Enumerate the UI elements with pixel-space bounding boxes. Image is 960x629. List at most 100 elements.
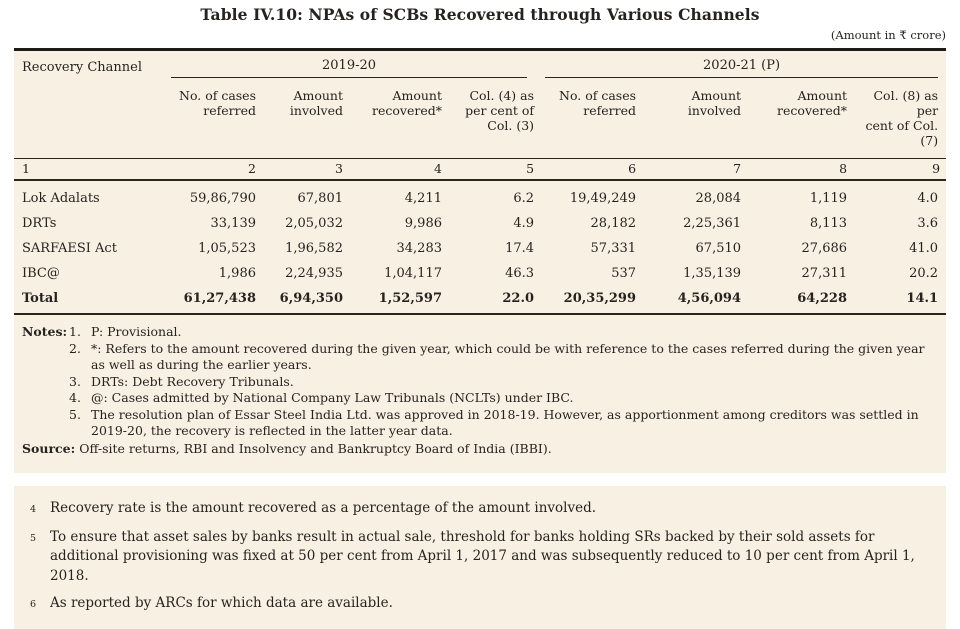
cell-value: 1,96,582 — [285, 241, 343, 256]
cell-value: 34,283 — [396, 241, 443, 256]
year-group-2019-20: 2019-20 — [167, 51, 540, 78]
column-header-cases-referred-1920: No. of cases referred — [179, 88, 256, 118]
note-text: *: Refers to the amount recovered during… — [91, 340, 925, 373]
column-header-recovery-percent-1920: Col. (4) as per cent of Col. (3) — [465, 88, 535, 133]
note-item: Notes: 1. P: Provisional. — [22, 324, 936, 341]
column-number: 8 — [747, 158, 854, 181]
cell-value: 27,686 — [801, 241, 848, 256]
cell-value: 22.0 — [448, 286, 541, 315]
year-label-2020-21: 2020-21 (P) — [545, 58, 939, 78]
column-header-recovery-percent-2021: Col. (8) as per cent of Col. (7) — [865, 88, 939, 148]
notes-section: Notes: 1. P: Provisional. 2. *: Refers t… — [14, 315, 946, 440]
footnote-item: 4 Recovery rate is the amount recovered … — [30, 499, 932, 520]
note-number: 4. — [69, 390, 81, 405]
column-number: 3 — [262, 158, 349, 181]
cell-value: 33,139 — [210, 216, 257, 231]
column-number: 7 — [642, 158, 748, 181]
channel-name: SARFAESI Act — [22, 241, 117, 256]
column-number: 5 — [448, 158, 541, 181]
year-group-2020-21: 2020-21 (P) — [540, 51, 946, 78]
cell-value: 8,113 — [809, 216, 848, 231]
cell-value: 1,119 — [809, 191, 848, 206]
cell-value: 6,94,350 — [262, 286, 349, 315]
cell-value: 67,801 — [297, 191, 344, 206]
note-item: 4. @: Cases admitted by National Company… — [22, 390, 936, 407]
column-header-amount-involved-2021: Amount involved — [687, 88, 742, 118]
footnote-item: 6 As reported by ARCs for which data are… — [30, 594, 932, 615]
note-number: 5. — [69, 406, 81, 422]
year-group-header-row: Recovery Channel 2019-20 2020-21 (P) — [14, 51, 946, 78]
column-header-cases-referred-2021: No. of cases referred — [559, 88, 637, 118]
page-footnotes-panel: 4 Recovery rate is the amount recovered … — [14, 486, 946, 629]
cell-value: 9,986 — [404, 216, 442, 231]
npa-recovery-table: Recovery Channel 2019-20 2020-21 (P) No.… — [14, 51, 947, 315]
note-item: 2. *: Refers to the amount recovered dur… — [22, 341, 936, 374]
cell-value: 59,86,790 — [189, 191, 256, 206]
cell-value: 67,510 — [695, 241, 742, 256]
column-header-amount-involved-1920: Amount involved — [289, 88, 343, 118]
cell-value: 28,084 — [695, 191, 742, 206]
channel-name: Total — [14, 286, 167, 315]
cell-value: 537 — [611, 266, 637, 281]
cell-value: 1,04,117 — [384, 266, 442, 281]
channel-name: Lok Adalats — [22, 191, 100, 206]
cell-value: 14.1 — [853, 286, 947, 315]
channel-name: IBC@ — [22, 266, 60, 281]
column-number: 6 — [540, 158, 643, 181]
column-header-recovery-channel: Recovery Channel — [22, 60, 142, 75]
cell-value: 1,52,597 — [349, 286, 448, 315]
amount-unit-note: (Amount in ₹ crore) — [830, 28, 946, 42]
footnote-text: Recovery rate is the amount recovered as… — [50, 500, 597, 516]
note-text: P: Provisional. — [91, 324, 182, 339]
sub-header-row: No. of cases referred Amount involved Am… — [14, 78, 946, 159]
cell-value: 46.3 — [505, 266, 535, 281]
cell-value: 6.2 — [513, 191, 535, 206]
footnote-number: 6 — [30, 599, 37, 610]
column-header-amount-recovered-2021: Amount recovered* — [777, 88, 848, 118]
year-label-2019-20: 2019-20 — [171, 58, 528, 78]
cell-value: 19,49,249 — [569, 191, 637, 206]
cell-value: 17.4 — [505, 241, 535, 256]
column-number: 4 — [349, 158, 448, 181]
cell-value: 2,05,032 — [285, 216, 343, 231]
cell-value: 20.2 — [909, 266, 939, 281]
footnote-text: To ensure that asset sales by banks resu… — [50, 528, 915, 584]
channel-name: DRTs — [22, 216, 57, 231]
note-number: 3. — [69, 373, 81, 389]
source-line: Source: Off-site returns, RBI and Insolv… — [14, 440, 946, 458]
footnote-number: 5 — [30, 532, 37, 544]
column-number: 1 — [14, 158, 167, 181]
note-item: 3. DRTs: Debt Recovery Tribunals. — [22, 374, 936, 391]
table-row-lok-adalats: Lok Adalats 59,86,790 67,801 4,211 6.2 1… — [14, 180, 946, 211]
table-title: Table IV.10: NPAs of SCBs Recovered thro… — [200, 5, 760, 24]
source-text: Off-site returns, RBI and Insolvency and… — [79, 440, 552, 456]
table-row-ibc: IBC@ 1,986 2,24,935 1,04,117 46.3 537 1,… — [14, 261, 946, 286]
cell-value: 2,24,935 — [285, 266, 343, 281]
table-row-drts: DRTs 33,139 2,05,032 9,986 4.9 28,182 2,… — [14, 211, 946, 236]
source-label: Source: — [22, 440, 76, 456]
notes-label: Notes: — [22, 324, 68, 339]
note-text: @: Cases admitted by National Company La… — [91, 390, 574, 405]
table-row-sarfaesi: SARFAESI Act 1,05,523 1,96,582 34,283 17… — [14, 236, 946, 261]
note-number: 2. — [69, 340, 81, 356]
cell-value: 28,182 — [590, 216, 637, 231]
cell-value: 4,211 — [404, 191, 442, 206]
cell-value: 1,05,523 — [198, 241, 256, 256]
cell-value: 27,311 — [801, 266, 848, 281]
cell-value: 4,56,094 — [642, 286, 748, 315]
cell-value: 3.6 — [917, 216, 939, 231]
cell-value: 61,27,438 — [167, 286, 262, 315]
note-text: DRTs: Debt Recovery Tribunals. — [91, 373, 294, 389]
column-header-amount-recovered-1920: Amount recovered* — [372, 88, 442, 118]
cell-value: 64,228 — [747, 286, 854, 315]
npa-table-panel: Recovery Channel 2019-20 2020-21 (P) No.… — [14, 48, 947, 473]
footnote-item: 5 To ensure that asset sales by banks re… — [30, 528, 932, 587]
footnote-number: 4 — [30, 504, 37, 515]
note-number: 1. — [69, 324, 81, 339]
cell-value: 1,35,139 — [683, 266, 742, 281]
cell-value: 4.9 — [513, 216, 535, 231]
cell-value: 57,331 — [590, 241, 637, 256]
column-number: 9 — [853, 158, 947, 181]
cell-value: 2,25,361 — [683, 216, 742, 231]
